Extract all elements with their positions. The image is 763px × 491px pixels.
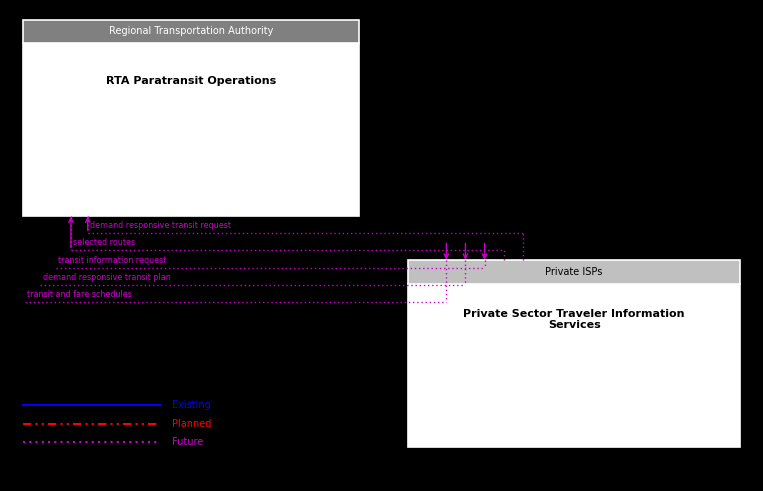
Bar	[23, 20, 359, 43]
Text: Future: Future	[172, 437, 203, 447]
Text: transit and fare schedules: transit and fare schedules	[27, 290, 132, 299]
Text: selected routes: selected routes	[73, 239, 135, 247]
Text: demand responsive transit plan: demand responsive transit plan	[43, 273, 170, 282]
Text: Existing: Existing	[172, 400, 211, 410]
Bar	[408, 284, 740, 447]
Text: Private ISPs: Private ISPs	[546, 267, 603, 277]
Bar	[408, 260, 740, 284]
Text: Private Sector Traveler Information
Services: Private Sector Traveler Information Serv…	[463, 309, 685, 330]
Text: RTA Paratransit Operations: RTA Paratransit Operations	[105, 76, 276, 86]
Text: Planned: Planned	[172, 419, 211, 429]
Bar	[23, 43, 359, 216]
Text: transit information request: transit information request	[58, 256, 166, 265]
Text: Regional Transportation Authority: Regional Transportation Authority	[108, 27, 273, 36]
Text: demand responsive transit request: demand responsive transit request	[90, 221, 231, 230]
